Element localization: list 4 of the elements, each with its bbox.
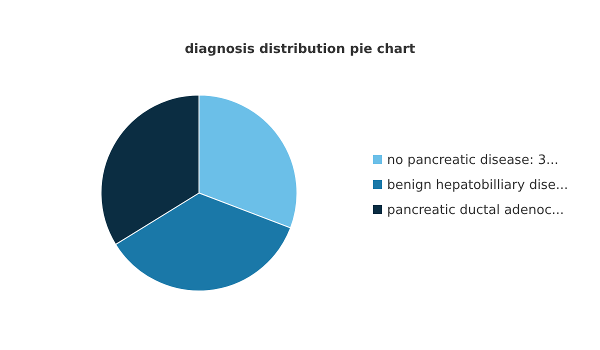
legend-label: benign hepatobilliary dise... [387, 178, 568, 193]
chart-title: diagnosis distribution pie chart [184, 42, 416, 57]
legend-label: pancreatic ductal adenoc... [387, 203, 564, 218]
legend-label: no pancreatic disease: 3... [387, 153, 558, 168]
